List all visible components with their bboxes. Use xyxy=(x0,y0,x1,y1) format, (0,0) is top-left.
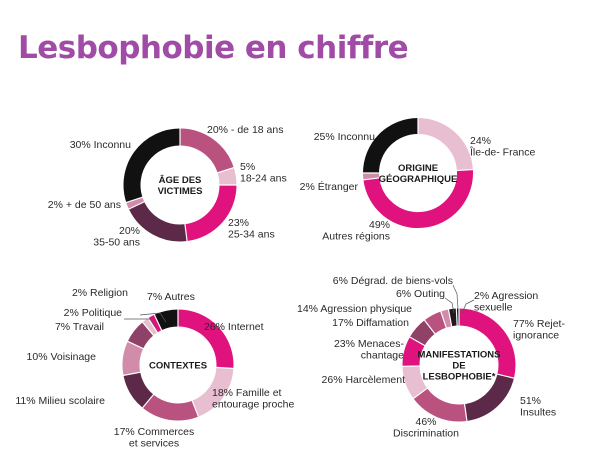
donut-slice xyxy=(363,118,419,174)
slice-label: 14% Agression physique xyxy=(297,303,412,315)
slice-label: 26% Harcèlement xyxy=(322,374,406,386)
donut-slice xyxy=(417,118,473,171)
slice-label: 18% Famille et entourage proche xyxy=(212,387,294,411)
slice-label: 49% Autres régions xyxy=(322,219,390,243)
slice-label: 7% Autres xyxy=(147,291,195,303)
slice-label: 25% Inconnu xyxy=(314,131,375,143)
slice-separator xyxy=(412,387,428,400)
slice-separator xyxy=(125,196,144,204)
slice-separator xyxy=(184,223,188,242)
slice-label: 51% Insultes xyxy=(520,395,556,419)
donut-slice xyxy=(440,309,452,328)
slice-separator xyxy=(463,403,468,422)
leader-line xyxy=(124,318,156,328)
donut-slice xyxy=(179,128,234,174)
slice-separator xyxy=(456,168,474,172)
donut-slice xyxy=(184,184,237,242)
slice-separator xyxy=(423,319,436,335)
slice-label: 11% Milieu scolaire xyxy=(15,395,105,407)
donut-slice xyxy=(402,337,425,367)
donut-slice xyxy=(128,201,188,242)
slice-label: 20% - de 18 ans xyxy=(207,124,283,136)
slice-label: 2% Étranger xyxy=(300,180,359,193)
donut-slice xyxy=(123,128,181,203)
slice-separator xyxy=(128,201,145,210)
slice-separator xyxy=(440,310,447,329)
slice-label: 2% Agression sexuelle xyxy=(474,290,538,314)
chart-center-title: CONTEXTES xyxy=(149,361,207,372)
donut-slice xyxy=(177,309,234,369)
donut-slice xyxy=(464,373,514,421)
donut-slice xyxy=(123,371,154,408)
slice-label: 7% Travail xyxy=(55,321,104,333)
slice-label: 23% 25-34 ans xyxy=(228,217,275,241)
slice-label: 2% Religion xyxy=(72,287,128,299)
leader-line xyxy=(452,284,459,310)
chart-center-title: GÉOGRAPHIQUE xyxy=(379,174,458,185)
slice-label: 23% Menaces-chantage xyxy=(334,338,405,362)
slice-separator xyxy=(409,336,426,347)
slice-separator xyxy=(362,177,380,181)
leader-line xyxy=(139,312,167,323)
donut-slice xyxy=(409,320,436,346)
slice-separator xyxy=(447,308,453,327)
donut-slice xyxy=(413,388,467,422)
donut-slice xyxy=(191,366,234,417)
leader-line xyxy=(461,299,475,314)
slice-separator xyxy=(147,317,159,334)
slice-separator xyxy=(141,393,155,409)
donut-slice xyxy=(448,308,458,327)
chart-center-title: ÂGE DES xyxy=(159,174,202,186)
donut-slice xyxy=(458,308,516,379)
slice-label: 17% Diffamation xyxy=(332,317,409,329)
donut-slice xyxy=(142,318,158,336)
leader-line xyxy=(444,297,455,314)
slice-label: 6% Dégrad. de biens-vols xyxy=(333,275,453,287)
chart-center-title: LESBOPHOBIE* xyxy=(423,372,496,383)
donut-slice xyxy=(142,394,199,421)
slice-separator xyxy=(191,400,200,418)
slice-label: 10% Voisinage xyxy=(27,351,97,363)
donut-slice xyxy=(424,311,447,334)
chart-center-title: MANIFESTATIONS xyxy=(417,350,500,361)
donut-slice xyxy=(217,167,237,186)
slice-label: 5% 18-24 ans xyxy=(240,161,287,185)
chart-center-title: ORIGINE xyxy=(398,163,438,174)
slice-separator xyxy=(496,373,515,379)
slice-label: 2% Politique xyxy=(64,307,123,319)
slice-separator xyxy=(216,166,235,174)
slice-label: 30% Inconnu xyxy=(70,139,131,151)
slice-label: 6% Outing xyxy=(396,288,445,300)
slice-label: 24% Île-de- France xyxy=(469,135,536,159)
slice-label: 17% Commerces et services xyxy=(114,426,195,450)
slice-label: 26% Internet xyxy=(204,321,264,333)
slice-separator xyxy=(127,340,144,350)
slice-label: 20% 35-50 ans xyxy=(93,225,140,249)
slice-label: 2% + de 50 ans xyxy=(48,199,121,211)
slice-separator xyxy=(153,314,163,331)
slice-label: 77% Rejet-ignorance xyxy=(513,318,565,342)
slice-separator xyxy=(455,308,458,327)
slice-label: 46% Discrimination xyxy=(393,416,459,440)
slice-separator xyxy=(215,366,234,370)
donut-slice xyxy=(126,197,145,210)
donut-slice xyxy=(127,322,154,350)
donut-slice xyxy=(363,169,473,229)
donut-slice xyxy=(154,309,179,331)
slice-separator xyxy=(141,321,155,337)
donut-slice xyxy=(402,365,428,399)
chart-center-title: DE xyxy=(452,361,465,372)
donut-chart-3: CONTEXTES 26% Internet 18% Famille et entou… xyxy=(15,287,294,450)
slice-separator xyxy=(122,371,141,377)
chart-center-title: VICTIMES xyxy=(158,186,203,197)
page-title: Lesbophobie en chiffre xyxy=(18,30,409,66)
donut-slice xyxy=(122,341,144,376)
